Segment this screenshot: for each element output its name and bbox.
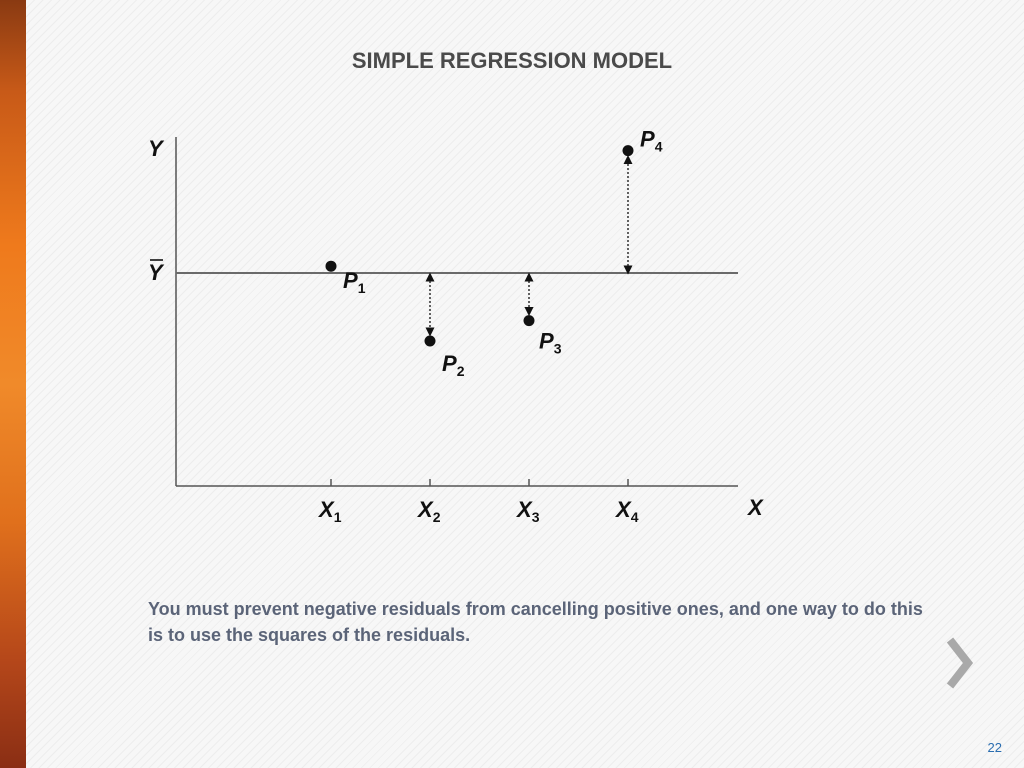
y-axis-label: Y xyxy=(148,136,165,161)
x-tick-label-2: X2 xyxy=(416,497,441,525)
x-tick-label-4: X4 xyxy=(614,497,639,525)
data-point-1 xyxy=(325,260,337,272)
x-axis-label: X xyxy=(746,495,764,520)
x-tick-label-1: X1 xyxy=(317,497,342,525)
point-label-2: P2 xyxy=(442,351,465,379)
side-accent-bar xyxy=(0,0,26,768)
point-label-3: P3 xyxy=(539,329,562,357)
data-point-2 xyxy=(424,335,436,347)
slide-caption: You must prevent negative residuals from… xyxy=(148,599,923,645)
x-tick-label-3: X3 xyxy=(515,497,540,525)
slide-title: SIMPLE REGRESSION MODEL xyxy=(351,48,673,73)
data-point-4 xyxy=(622,145,634,157)
chevron-right-icon[interactable] xyxy=(944,636,974,690)
data-point-3 xyxy=(523,315,535,327)
mean-line-label: Y xyxy=(148,260,165,285)
point-label-4: P4 xyxy=(640,127,663,155)
page-number: 22 xyxy=(987,740,1002,755)
